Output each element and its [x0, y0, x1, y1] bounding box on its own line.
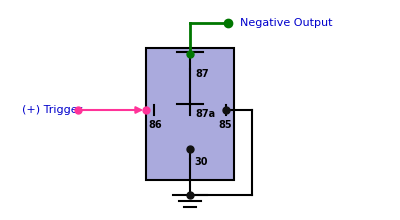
- Text: 85: 85: [218, 120, 232, 130]
- Text: 30: 30: [194, 157, 208, 167]
- Text: Negative Output: Negative Output: [240, 18, 332, 28]
- Text: 87a: 87a: [195, 109, 215, 119]
- Text: (+) Trigger: (+) Trigger: [22, 105, 82, 115]
- Bar: [146, 48, 234, 180]
- Text: 87: 87: [195, 69, 209, 79]
- Text: 86: 86: [148, 120, 162, 130]
